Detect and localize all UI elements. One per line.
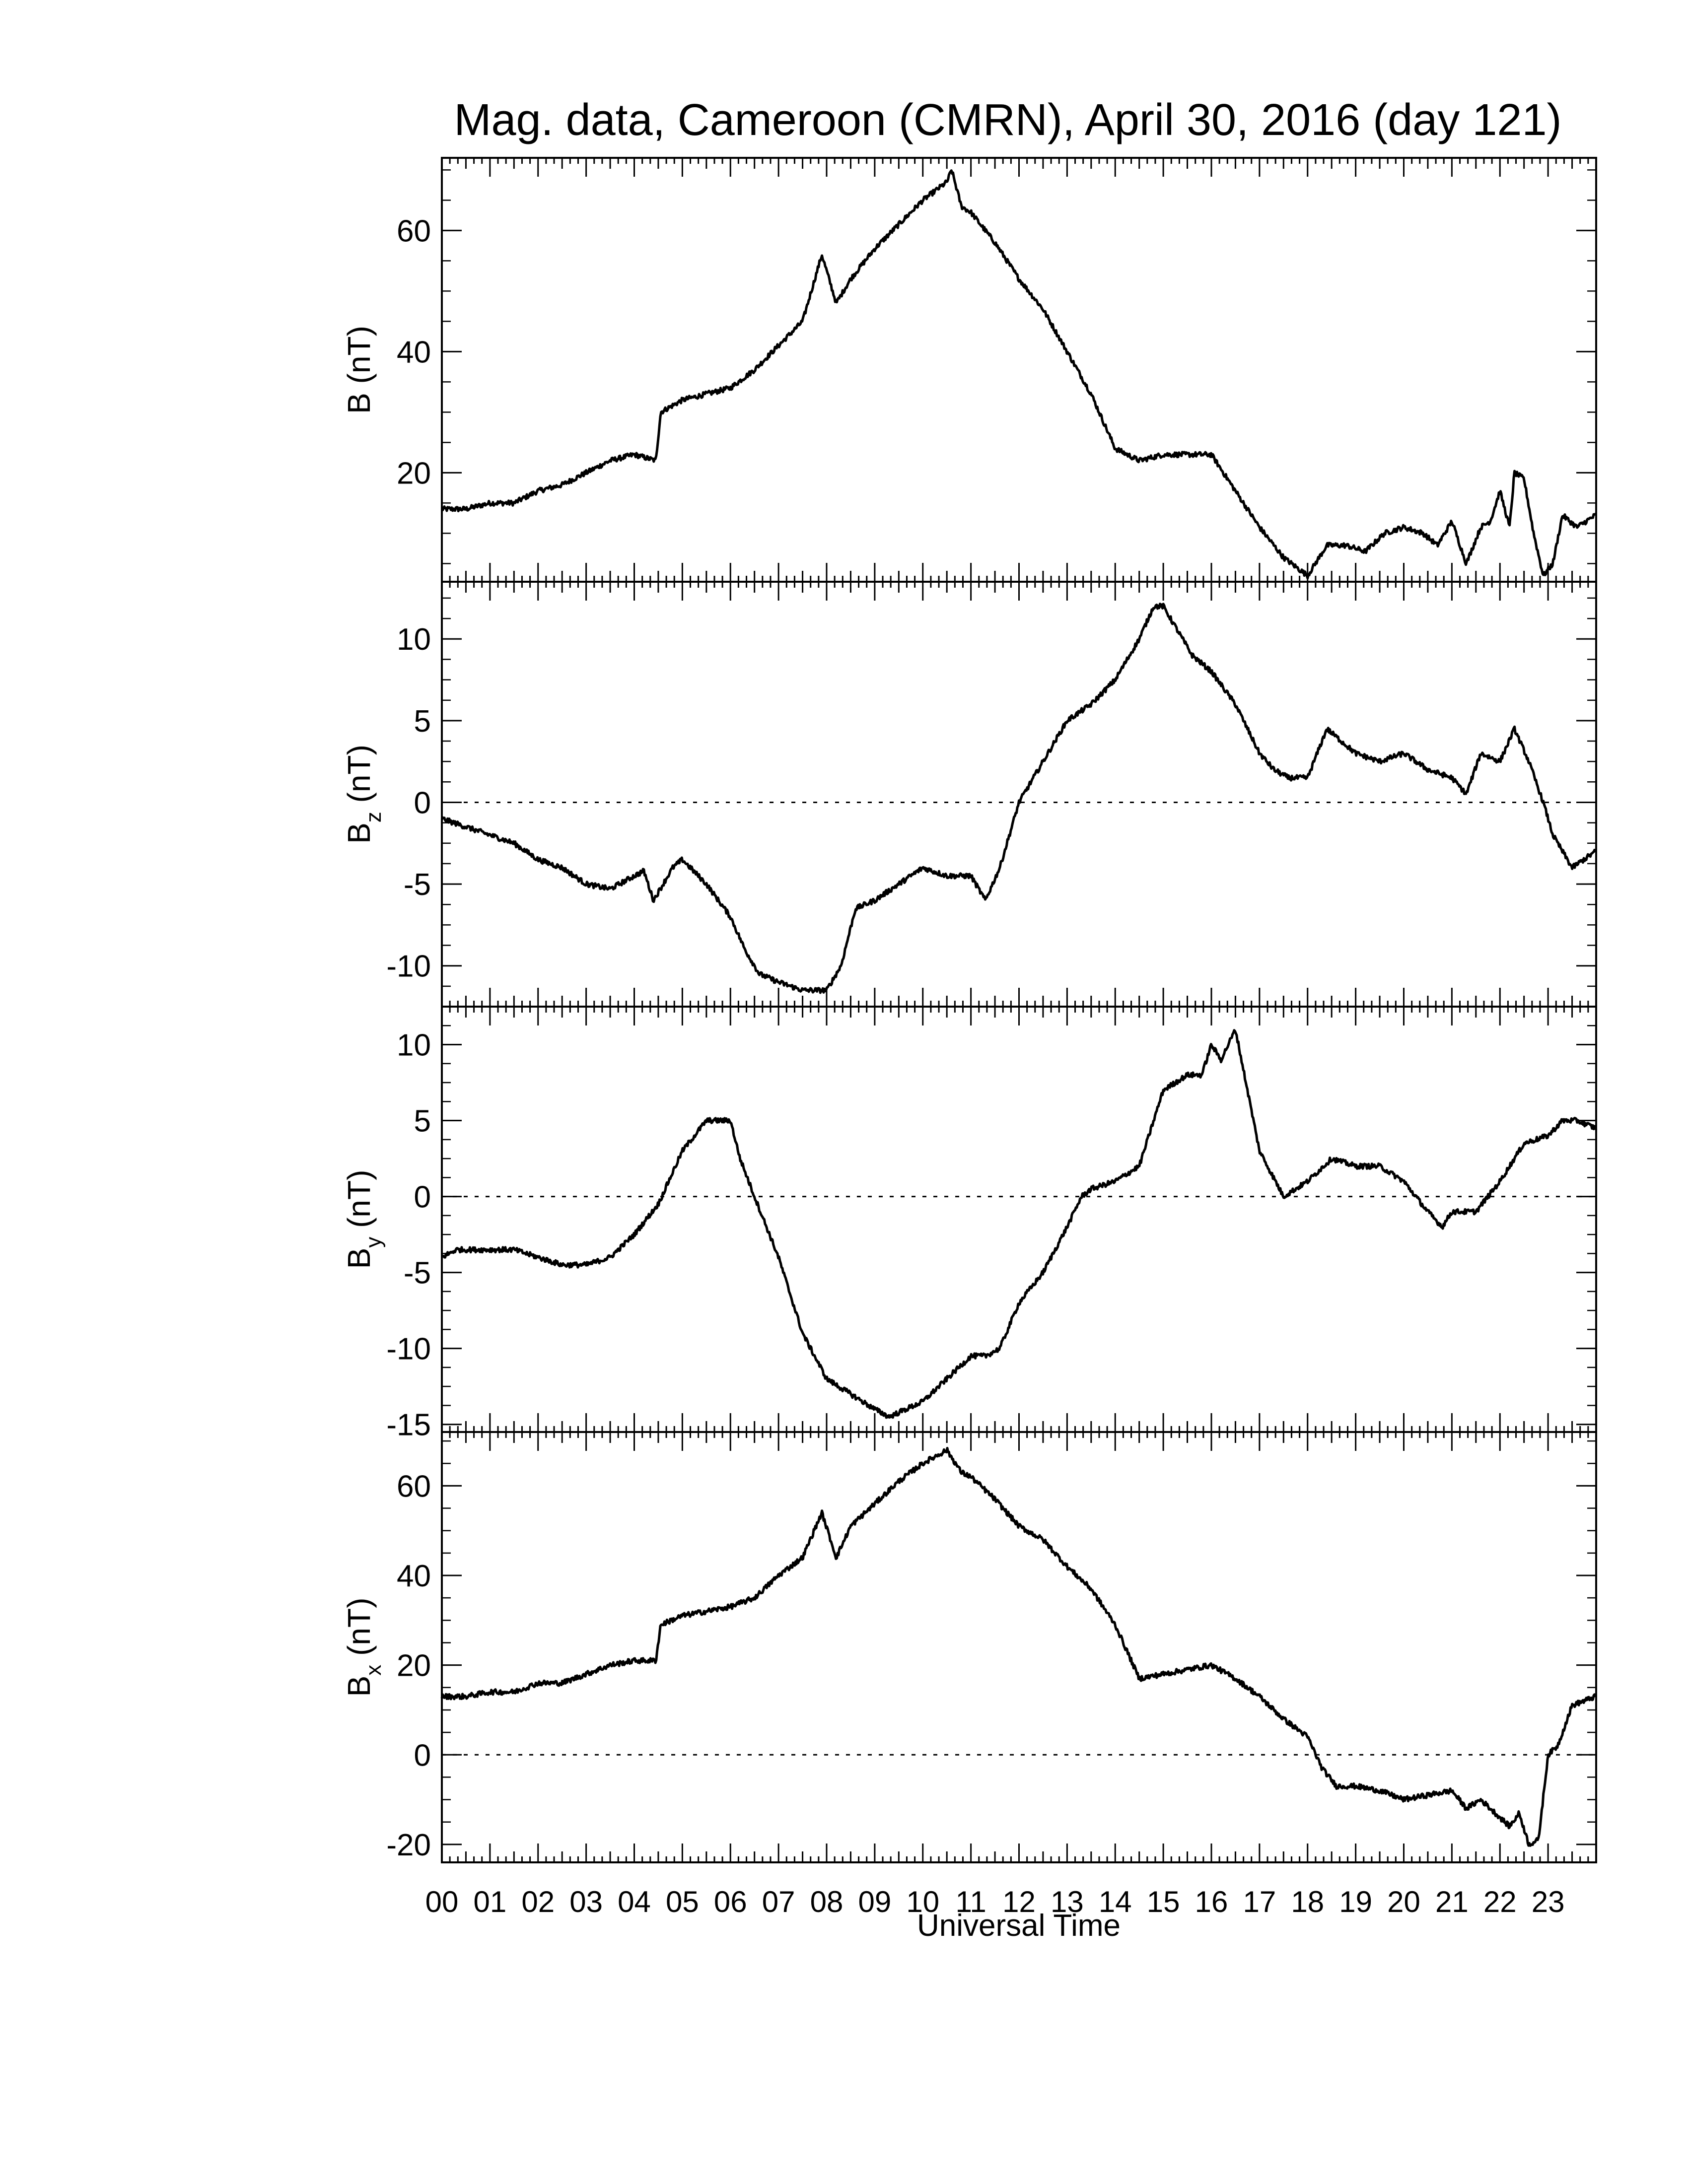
x-tick-label: 15 bbox=[1147, 1885, 1180, 1918]
x-tick-label: 23 bbox=[1532, 1885, 1565, 1918]
series-line bbox=[440, 1446, 1597, 1847]
y-axis-label: B (nT) bbox=[341, 326, 377, 414]
series-line bbox=[440, 603, 1597, 994]
y-tick-label: 0 bbox=[414, 1180, 431, 1215]
y-tick-label: 60 bbox=[397, 214, 431, 248]
y-axis-label-main: B bbox=[341, 1676, 377, 1697]
x-tick-label: 14 bbox=[1099, 1885, 1132, 1918]
y-tick-label: 0 bbox=[414, 1738, 431, 1773]
x-tick-label: 16 bbox=[1195, 1885, 1228, 1918]
x-tick-label: 00 bbox=[425, 1885, 459, 1918]
y-tick-label: -5 bbox=[404, 1256, 431, 1291]
x-tick-label: 22 bbox=[1483, 1885, 1517, 1918]
panel-4: -20 0 20 40 60 Bx (nT) bbox=[341, 1431, 1597, 1863]
panel-1: 20 40 60 B (nT) bbox=[341, 157, 1597, 583]
y-axis-label-subscript: z bbox=[361, 812, 386, 822]
y-axis-label-unit: (nT) bbox=[341, 1170, 377, 1237]
x-tick-label: 17 bbox=[1243, 1885, 1276, 1918]
y-tick-label: 10 bbox=[397, 1028, 431, 1063]
x-tick-label: 13 bbox=[1051, 1885, 1084, 1918]
y-axis-label-subscript: x bbox=[361, 1665, 386, 1676]
y-axis-label-main: B bbox=[341, 1248, 377, 1269]
x-tick-label: 18 bbox=[1291, 1885, 1324, 1918]
x-axis-label: Universal Time bbox=[917, 1909, 1121, 1943]
y-tick-label: -10 bbox=[386, 950, 431, 984]
y-tick-label: -15 bbox=[386, 1408, 431, 1442]
y-tick-label: 20 bbox=[397, 456, 431, 490]
x-tick-label: 11 bbox=[955, 1885, 986, 1918]
x-tick-label: 06 bbox=[714, 1885, 747, 1918]
x-tick-label: 04 bbox=[618, 1885, 651, 1918]
x-tick-label: 02 bbox=[521, 1885, 555, 1918]
y-tick-label: 0 bbox=[414, 786, 431, 820]
y-axis-label-unit: (nT) bbox=[341, 1598, 377, 1665]
x-tick-labels: 00 01 02 03 04 05 06 07 08 09 10 11 12 13 14 15 16 17 18 19… bbox=[425, 1885, 1565, 1918]
panel-3: -15 -10 -5 0 5 10 By (nT) bbox=[341, 1006, 1598, 1442]
x-tick-label: 01 bbox=[474, 1885, 507, 1918]
y-tick-label: 10 bbox=[397, 622, 431, 657]
x-tick-label: 07 bbox=[762, 1885, 795, 1918]
x-tick-label: 09 bbox=[858, 1885, 892, 1918]
y-axis-label-main: B bbox=[341, 393, 377, 414]
y-axis-label-unit: (nT) bbox=[341, 745, 377, 812]
series-line bbox=[440, 169, 1597, 580]
y-tick-label: 40 bbox=[397, 335, 431, 369]
y-tick-label: 60 bbox=[397, 1469, 431, 1503]
y-axis-label: Bz (nT) bbox=[341, 745, 386, 844]
y-tick-label: 40 bbox=[397, 1559, 431, 1593]
y-axis-label-unit: (nT) bbox=[341, 326, 377, 393]
x-tick-label: 19 bbox=[1339, 1885, 1372, 1918]
y-axis-label-main: B bbox=[341, 822, 377, 844]
y-tick-label: -20 bbox=[386, 1828, 431, 1862]
x-tick-label: 12 bbox=[1002, 1885, 1036, 1918]
figure-title: Mag. data, Cameroon (CMRN), April 30, 20… bbox=[454, 95, 1561, 145]
x-tick-label: 21 bbox=[1435, 1885, 1469, 1918]
y-axis-label: By (nT) bbox=[341, 1170, 386, 1269]
y-tick-label: 5 bbox=[414, 704, 431, 739]
panels: 20 40 60 B (nT) -10 -5 0 5 10 Bz (nT) -15 -10 -5 0 5 10… bbox=[341, 157, 1598, 1863]
series-line bbox=[441, 1029, 1598, 1419]
y-tick-label: -10 bbox=[386, 1332, 431, 1366]
y-axis-label-subscript: y bbox=[361, 1237, 386, 1248]
x-tick-label: 08 bbox=[810, 1885, 844, 1918]
x-tick-label: 05 bbox=[666, 1885, 699, 1918]
y-tick-label: 5 bbox=[414, 1104, 431, 1139]
y-tick-label: 20 bbox=[397, 1649, 431, 1683]
y-axis-label: Bx (nT) bbox=[341, 1598, 386, 1697]
y-tick-label: -5 bbox=[404, 868, 431, 902]
x-tick-label: 10 bbox=[906, 1885, 939, 1918]
x-tick-label: 20 bbox=[1387, 1885, 1420, 1918]
x-tick-label: 03 bbox=[569, 1885, 603, 1918]
